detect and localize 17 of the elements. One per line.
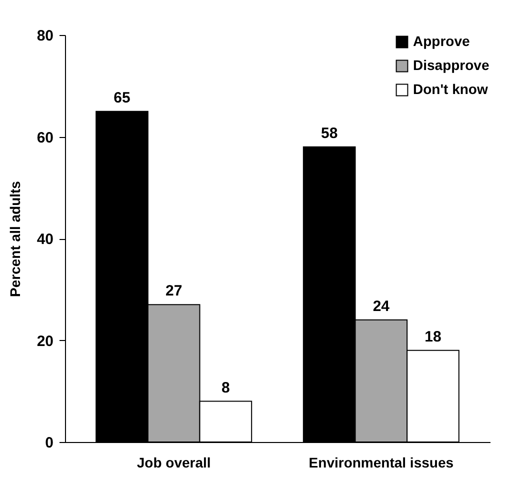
y-tick-label: 80 [36,28,54,44]
data-label: 58 [320,124,338,142]
data-label: 8 [222,379,230,396]
x-tick-label: Environmental issues [308,454,454,470]
legend-label: Approve [413,33,470,49]
y-tick-label: 40 [36,231,54,248]
data-label: 27 [166,282,182,300]
data-label: 18 [424,328,442,346]
y-tick-label: 60 [36,129,54,146]
data-label: 65 [114,89,130,106]
y-axis-title: Percent all adults [6,180,23,297]
x-tick-label: Job overall [136,454,211,470]
legend-label: Disapprove [413,57,490,73]
legend-label: Don't know [413,81,488,97]
data-label: 24 [372,298,390,315]
y-tick-label: 0 [45,434,54,452]
y-tick-label: 20 [36,332,54,350]
